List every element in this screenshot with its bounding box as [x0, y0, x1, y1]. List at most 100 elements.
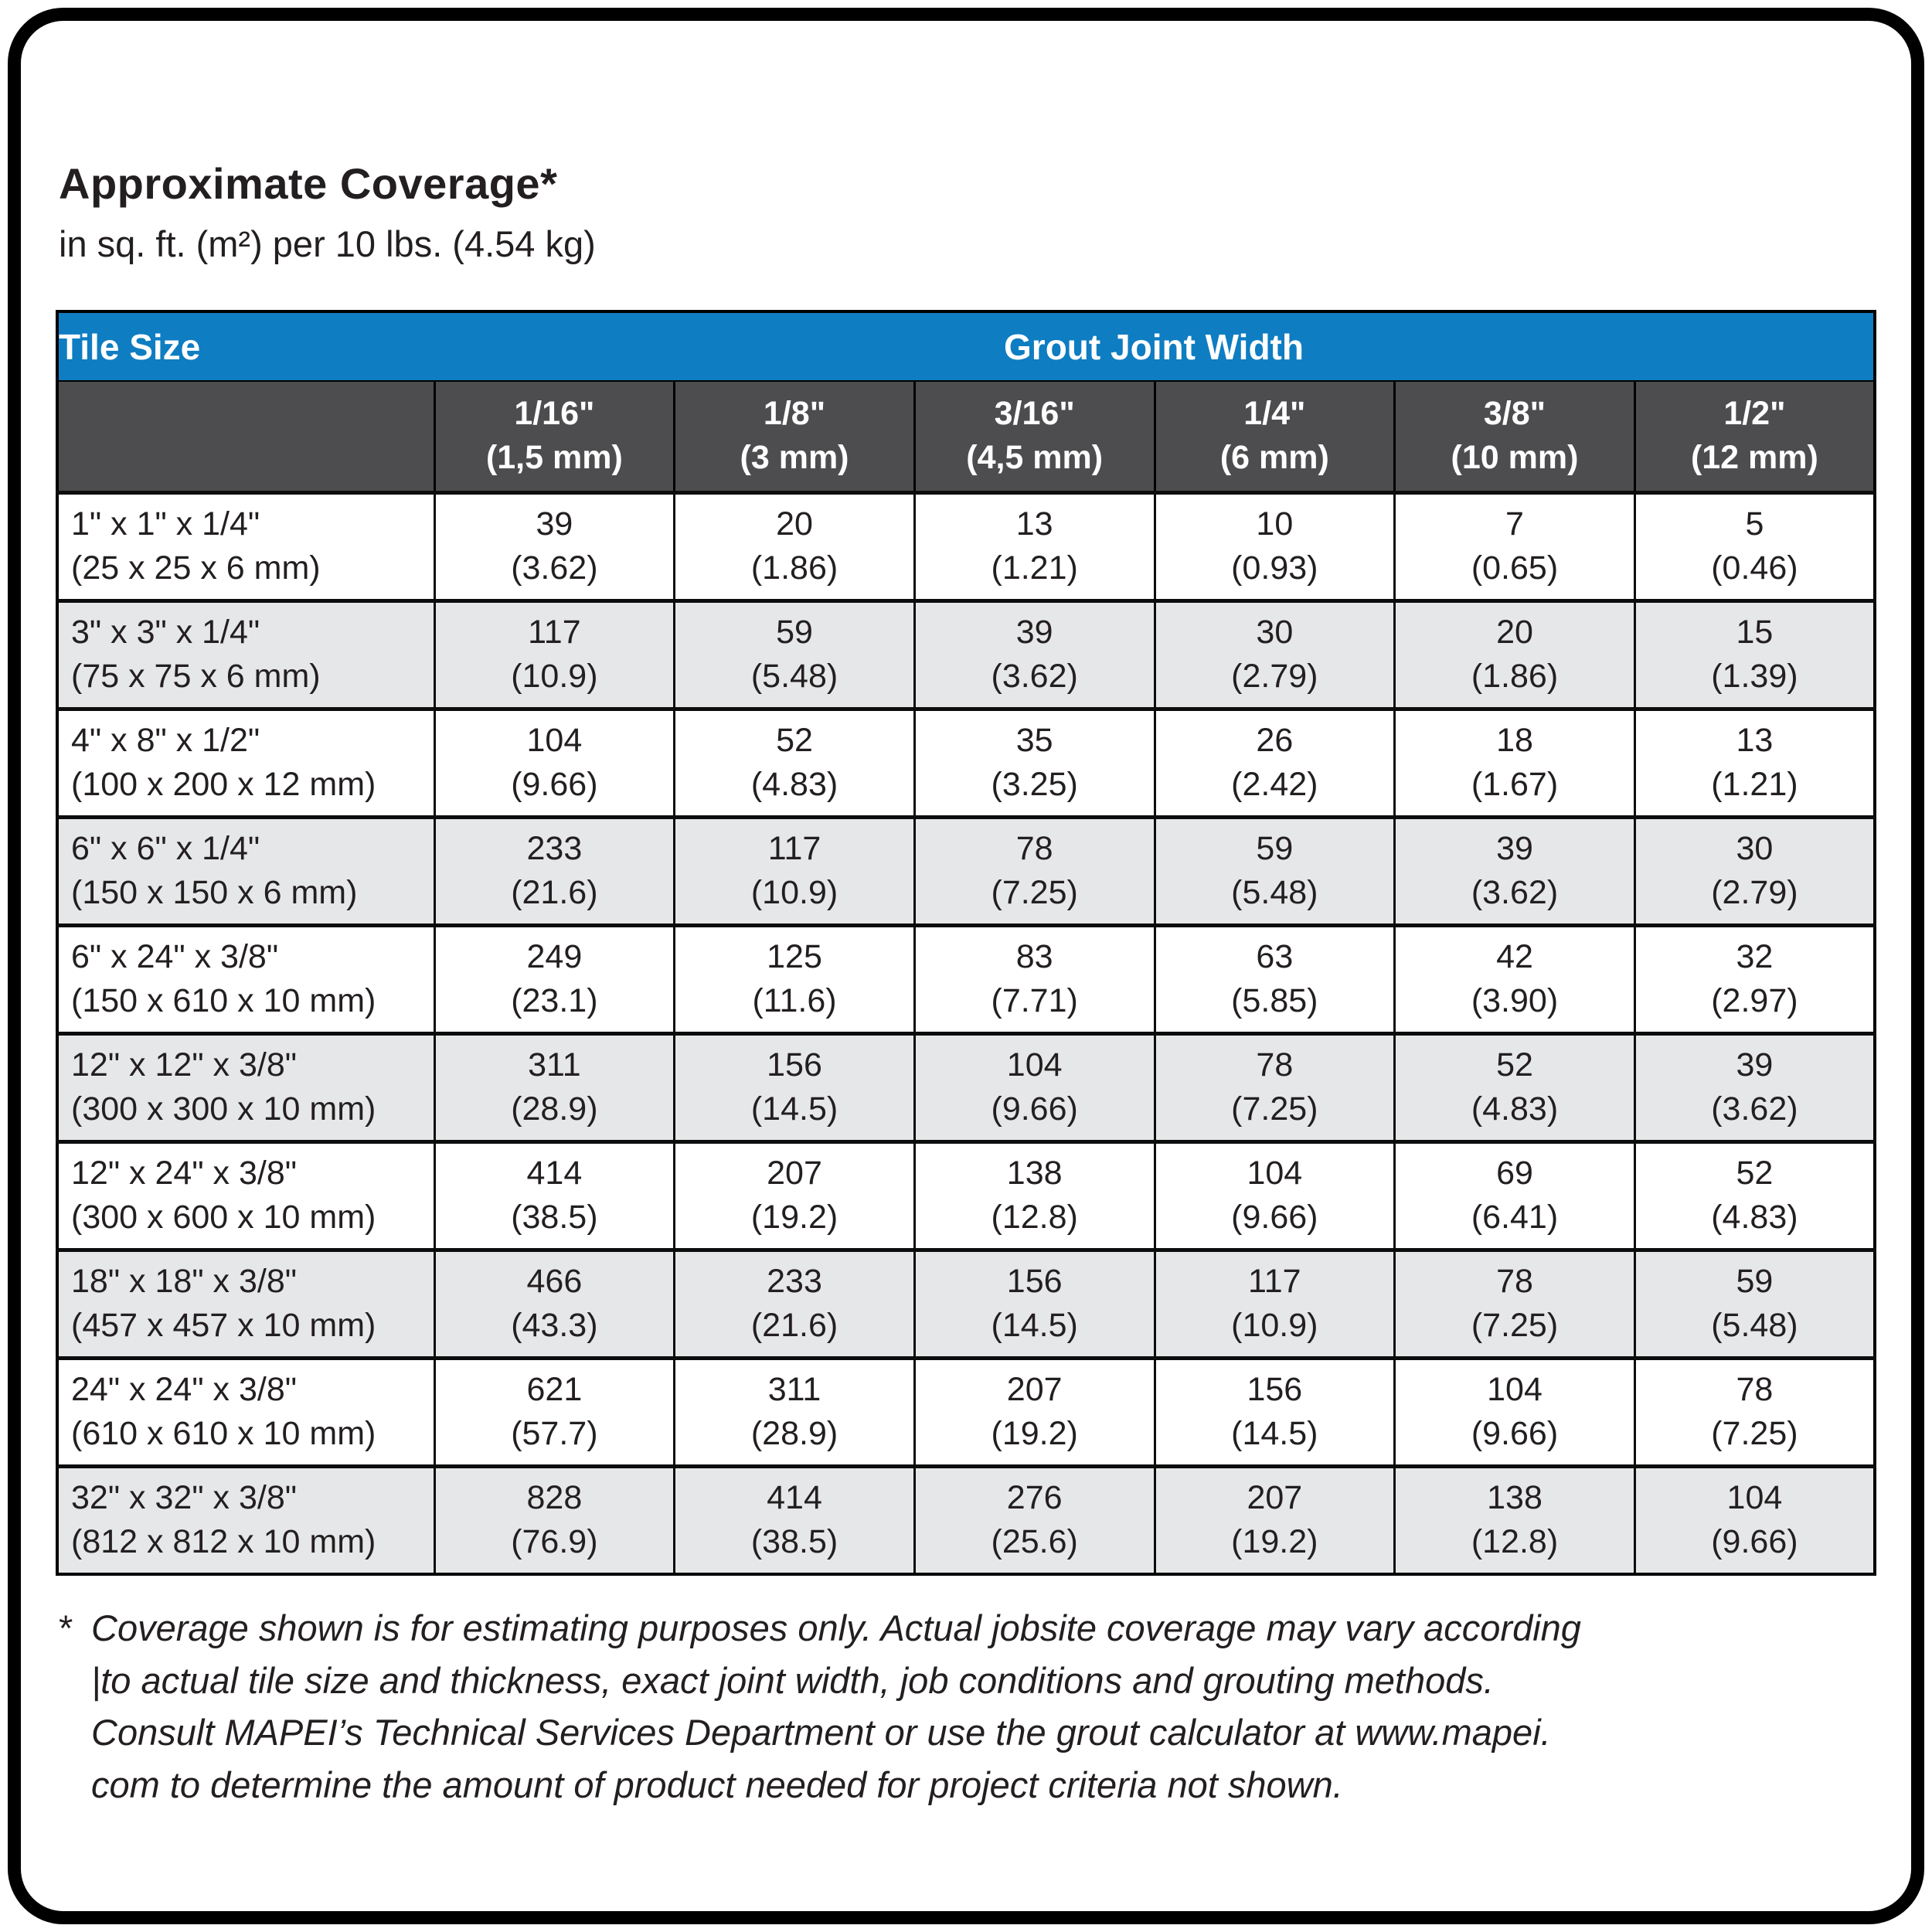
coverage-sqft: 78	[1015, 829, 1053, 867]
joint-width-mm: (10 mm)	[1451, 439, 1579, 477]
coverage-sqft: 138	[1487, 1479, 1543, 1517]
joint-width-column-header: 1/2" (12 mm)	[1633, 380, 1876, 494]
coverage-sqft: 7	[1505, 505, 1524, 543]
coverage-m2: (5.85)	[1231, 982, 1318, 1019]
coverage-sqft: 125	[767, 937, 822, 975]
tile-size-mm: (150 x 150 x 6 mm)	[71, 874, 358, 911]
coverage-sqft: 52	[776, 721, 813, 759]
coverage-sqft: 311	[528, 1046, 581, 1083]
coverage-value-cell: 311 (28.9)	[673, 1355, 916, 1468]
joint-width-inches: 3/8"	[1483, 395, 1546, 433]
coverage-sqft: 52	[1496, 1046, 1533, 1083]
coverage-sqft: 10	[1256, 505, 1294, 543]
footnote-line: com to determine the amount of product n…	[91, 1764, 1343, 1806]
coverage-m2: (2.79)	[1711, 874, 1798, 911]
coverage-sqft: 52	[1736, 1154, 1774, 1192]
coverage-m2: (19.2)	[750, 1199, 838, 1236]
coverage-sqft: 117	[528, 613, 581, 651]
coverage-sqft: 104	[1247, 1154, 1303, 1192]
joint-width-mm: (1,5 mm)	[485, 439, 623, 477]
coverage-value-cell: 13 (1.21)	[913, 490, 1156, 602]
table-row: 12" x 24" x 3/8" (300 x 600 x 10 mm) 414…	[56, 1139, 1876, 1251]
coverage-value-cell: 104 (9.66)	[1153, 1139, 1396, 1251]
tile-size-inches: 4" x 8" x 1/2"	[71, 721, 260, 759]
table-body: 1" x 1" x 1/4" (25 x 25 x 6 mm) 39 (3.62…	[56, 490, 1876, 1576]
tile-size-inches: 18" x 18" x 3/8"	[71, 1262, 298, 1300]
tile-size-mm: (150 x 610 x 10 mm)	[71, 982, 376, 1019]
coverage-value-cell: 69 (6.41)	[1393, 1139, 1636, 1251]
joint-width-inches: 1/16"	[514, 395, 595, 433]
coverage-m2: (9.66)	[1471, 1415, 1559, 1452]
joint-width-inches: 3/16"	[994, 395, 1075, 433]
joint-width-inches: 1/8"	[763, 395, 826, 433]
coverage-value-cell: 32 (2.97)	[1633, 923, 1876, 1035]
tile-size-cell: 6" x 24" x 3/8" (150 x 610 x 10 mm)	[56, 923, 436, 1035]
coverage-sqft: 249	[526, 937, 583, 975]
tile-size-inches: 12" x 12" x 3/8"	[71, 1046, 298, 1083]
coverage-m2: (5.48)	[1711, 1307, 1798, 1344]
coverage-sqft: 207	[1006, 1370, 1063, 1408]
coverage-value-cell: 10 (0.93)	[1153, 490, 1396, 602]
coverage-value-cell: 104 (9.66)	[1393, 1355, 1636, 1468]
coverage-m2: (38.5)	[511, 1199, 598, 1236]
coverage-m2: (57.7)	[511, 1415, 598, 1452]
tile-size-mm: (610 x 610 x 10 mm)	[71, 1415, 376, 1452]
coverage-m2: (23.1)	[511, 982, 598, 1019]
coverage-m2: (14.5)	[750, 1090, 838, 1128]
coverage-value-cell: 125 (11.6)	[673, 923, 916, 1035]
coverage-sqft: 207	[1247, 1479, 1303, 1517]
coverage-sqft: 156	[1006, 1262, 1063, 1300]
coverage-m2: (2.42)	[1231, 766, 1318, 803]
tile-size-cell: 24" x 24" x 3/8" (610 x 610 x 10 mm)	[56, 1355, 436, 1468]
coverage-sqft: 104	[1726, 1479, 1783, 1517]
coverage-m2: (19.2)	[1231, 1523, 1318, 1561]
coverage-value-cell: 59 (5.48)	[1153, 815, 1396, 927]
coverage-sqft: 30	[1736, 829, 1774, 867]
tile-size-inches: 12" x 24" x 3/8"	[71, 1154, 298, 1192]
coverage-value-cell: 5 (0.46)	[1633, 490, 1876, 602]
card-frame: Approximate Coverage* in sq. ft. (m²) pe…	[8, 8, 1924, 1924]
coverage-m2: (7.25)	[1231, 1090, 1318, 1128]
coverage-m2: (76.9)	[511, 1523, 598, 1561]
coverage-m2: (12.8)	[1471, 1523, 1559, 1561]
coverage-m2: (5.48)	[1231, 874, 1318, 911]
coverage-sqft: 414	[767, 1479, 822, 1517]
coverage-m2: (11.6)	[752, 982, 837, 1019]
coverage-m2: (3.25)	[991, 766, 1078, 803]
coverage-value-cell: 52 (4.83)	[673, 706, 916, 818]
coverage-value-cell: 104 (9.66)	[1633, 1464, 1876, 1576]
coverage-sqft: 39	[1496, 829, 1533, 867]
tile-size-cell: 12" x 12" x 3/8" (300 x 300 x 10 mm)	[56, 1031, 436, 1143]
coverage-value-cell: 35 (3.25)	[913, 706, 1156, 818]
coverage-m2: (1.86)	[750, 549, 838, 587]
coverage-value-cell: 39 (3.62)	[433, 490, 676, 602]
footnote: * Coverage shown is for estimating purpo…	[56, 1602, 1876, 1811]
coverage-m2: (21.6)	[511, 874, 598, 911]
coverage-sqft: 104	[1006, 1046, 1063, 1083]
coverage-value-cell: 104 (9.66)	[433, 706, 676, 818]
coverage-sqft: 78	[1736, 1370, 1774, 1408]
coverage-m2: (1.67)	[1471, 766, 1559, 803]
coverage-m2: (3.62)	[991, 658, 1078, 695]
tile-size-header: Tile Size	[57, 311, 435, 381]
coverage-m2: (43.3)	[511, 1307, 598, 1344]
coverage-m2: (7.25)	[1711, 1415, 1798, 1452]
tile-size-cell: 32" x 32" x 3/8" (812 x 812 x 10 mm)	[56, 1464, 436, 1576]
coverage-sqft: 20	[1496, 613, 1533, 651]
coverage-sqft: 69	[1496, 1154, 1533, 1192]
coverage-value-cell: 13 (1.21)	[1633, 706, 1876, 818]
coverage-m2: (1.21)	[1711, 766, 1798, 803]
table-row: 6" x 24" x 3/8" (150 x 610 x 10 mm) 249 …	[56, 923, 1876, 1035]
coverage-value-cell: 104 (9.66)	[913, 1031, 1156, 1143]
tile-size-mm: (25 x 25 x 6 mm)	[71, 549, 321, 587]
tile-size-mm: (300 x 300 x 10 mm)	[71, 1090, 376, 1128]
tile-size-cell: 18" x 18" x 3/8" (457 x 457 x 10 mm)	[56, 1247, 436, 1359]
tile-size-inches: 3" x 3" x 1/4"	[71, 613, 260, 651]
coverage-value-cell: 117 (10.9)	[1153, 1247, 1396, 1359]
coverage-sqft: 78	[1256, 1046, 1294, 1083]
subheader-empty-cell	[57, 380, 436, 494]
tile-size-cell: 12" x 24" x 3/8" (300 x 600 x 10 mm)	[56, 1139, 436, 1251]
joint-width-column-header: 3/16" (4,5 mm)	[913, 380, 1156, 494]
coverage-m2: (10.9)	[1231, 1307, 1318, 1344]
coverage-value-cell: 414 (38.5)	[673, 1464, 916, 1576]
